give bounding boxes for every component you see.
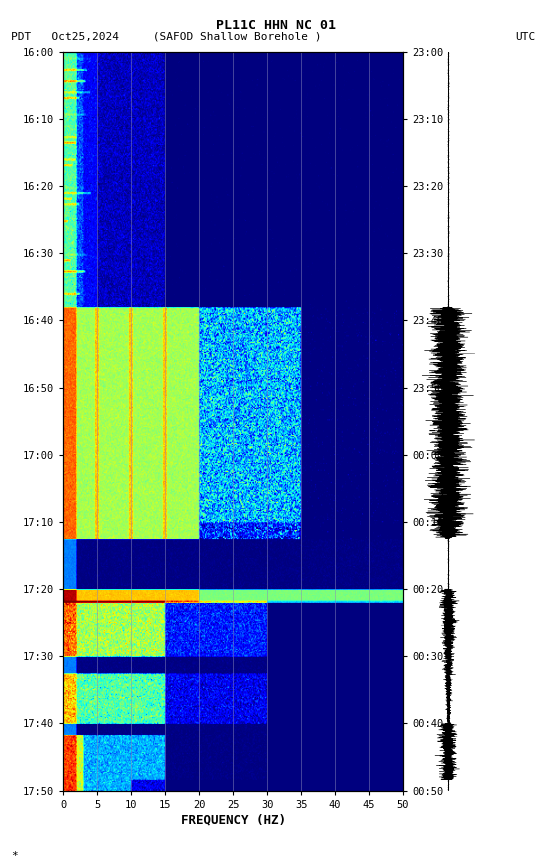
Text: UTC: UTC xyxy=(515,32,535,42)
Text: *: * xyxy=(11,851,18,861)
Text: PDT   Oct25,2024     (SAFOD Shallow Borehole ): PDT Oct25,2024 (SAFOD Shallow Borehole ) xyxy=(11,32,321,42)
X-axis label: FREQUENCY (HZ): FREQUENCY (HZ) xyxy=(181,814,286,827)
Text: PL11C HHN NC 01: PL11C HHN NC 01 xyxy=(216,19,336,32)
